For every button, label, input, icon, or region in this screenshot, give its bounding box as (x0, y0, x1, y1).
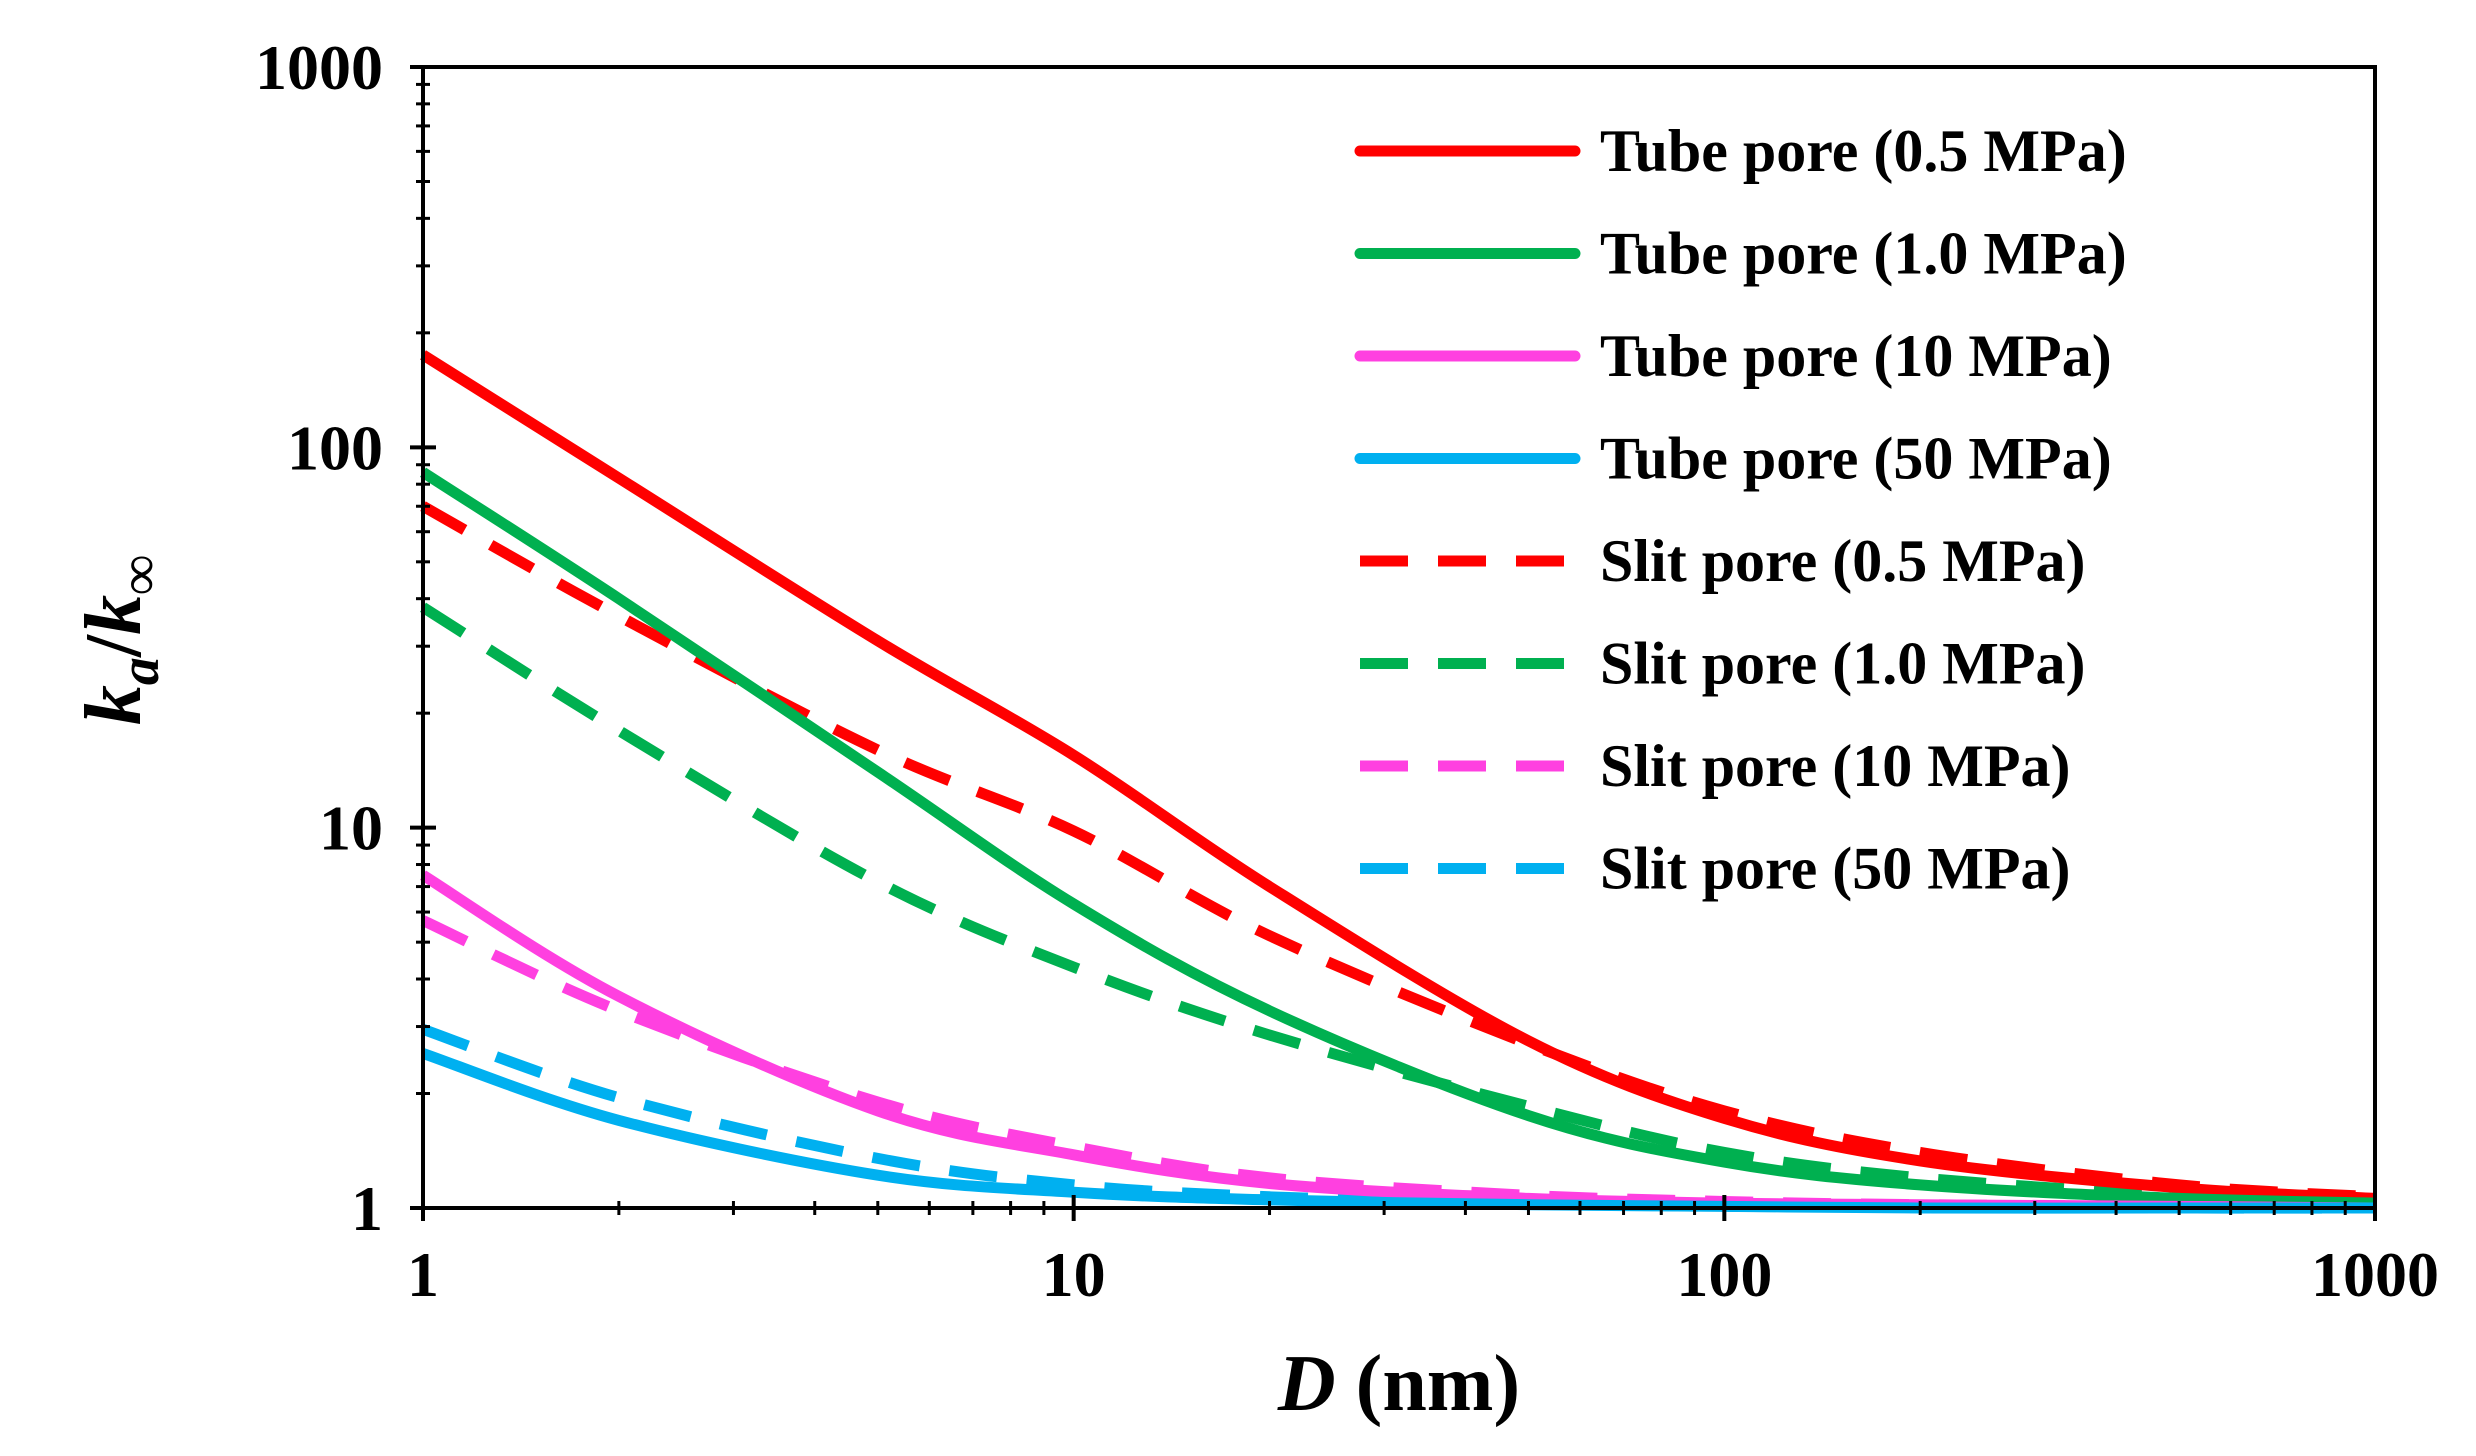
legend-label-4: Slit pore (0.5 MPa) (1600, 528, 2085, 594)
y-axis-k1: k (70, 685, 158, 725)
tick-layer (410, 65, 2377, 1221)
legend-label-6: Slit pore (10 MPa) (1600, 733, 2070, 799)
x-tick-label-3: 1000 (2311, 1239, 2439, 1310)
y-axis-title: ka/k∞ (70, 555, 171, 725)
x-tick-label-1: 10 (1042, 1239, 1106, 1310)
y-axis-subscript-inf: ∞ (109, 555, 171, 595)
x-axis-unit: (nm) (1336, 1340, 1520, 1428)
y-tick-label-0: 1 (351, 1173, 383, 1244)
y-axis-k2: k (70, 595, 158, 635)
x-axis-title: D (nm) (1277, 1340, 1520, 1428)
y-tick-label-1: 10 (319, 793, 383, 864)
legend-label-3: Tube pore (50 MPa) (1600, 426, 2112, 492)
legend-label-2: Tube pore (10 MPa) (1600, 323, 2112, 389)
legend-label-5: Slit pore (1.0 MPa) (1600, 631, 2085, 697)
legend-label-1: Tube pore (1.0 MPa) (1600, 221, 2127, 287)
series-line-0 (420, 350, 2376, 1204)
y-axis-subscript-a: a (109, 657, 171, 685)
x-tick-label-2: 100 (1676, 1239, 1772, 1310)
legend-label-7: Slit pore (50 MPa) (1600, 836, 2070, 902)
tick-label-layer: 1 10 100 1000 1 10 100 1000 (255, 32, 2439, 1310)
legend-label-0: Tube pore (0.5 MPa) (1600, 118, 2127, 184)
legend: Tube pore (0.5 MPa) Tube pore (1.0 MPa) Tu… (1354, 118, 2127, 902)
y-axis-slash: / (70, 633, 158, 658)
x-tick-label-0: 1 (407, 1239, 439, 1310)
y-tick-label-3: 1000 (255, 32, 383, 103)
y-tick-label-2: 100 (287, 412, 383, 483)
plot-frame (421, 65, 2377, 1210)
x-axis-symbol: D (1277, 1340, 1336, 1428)
series-line-1 (420, 467, 2376, 1209)
